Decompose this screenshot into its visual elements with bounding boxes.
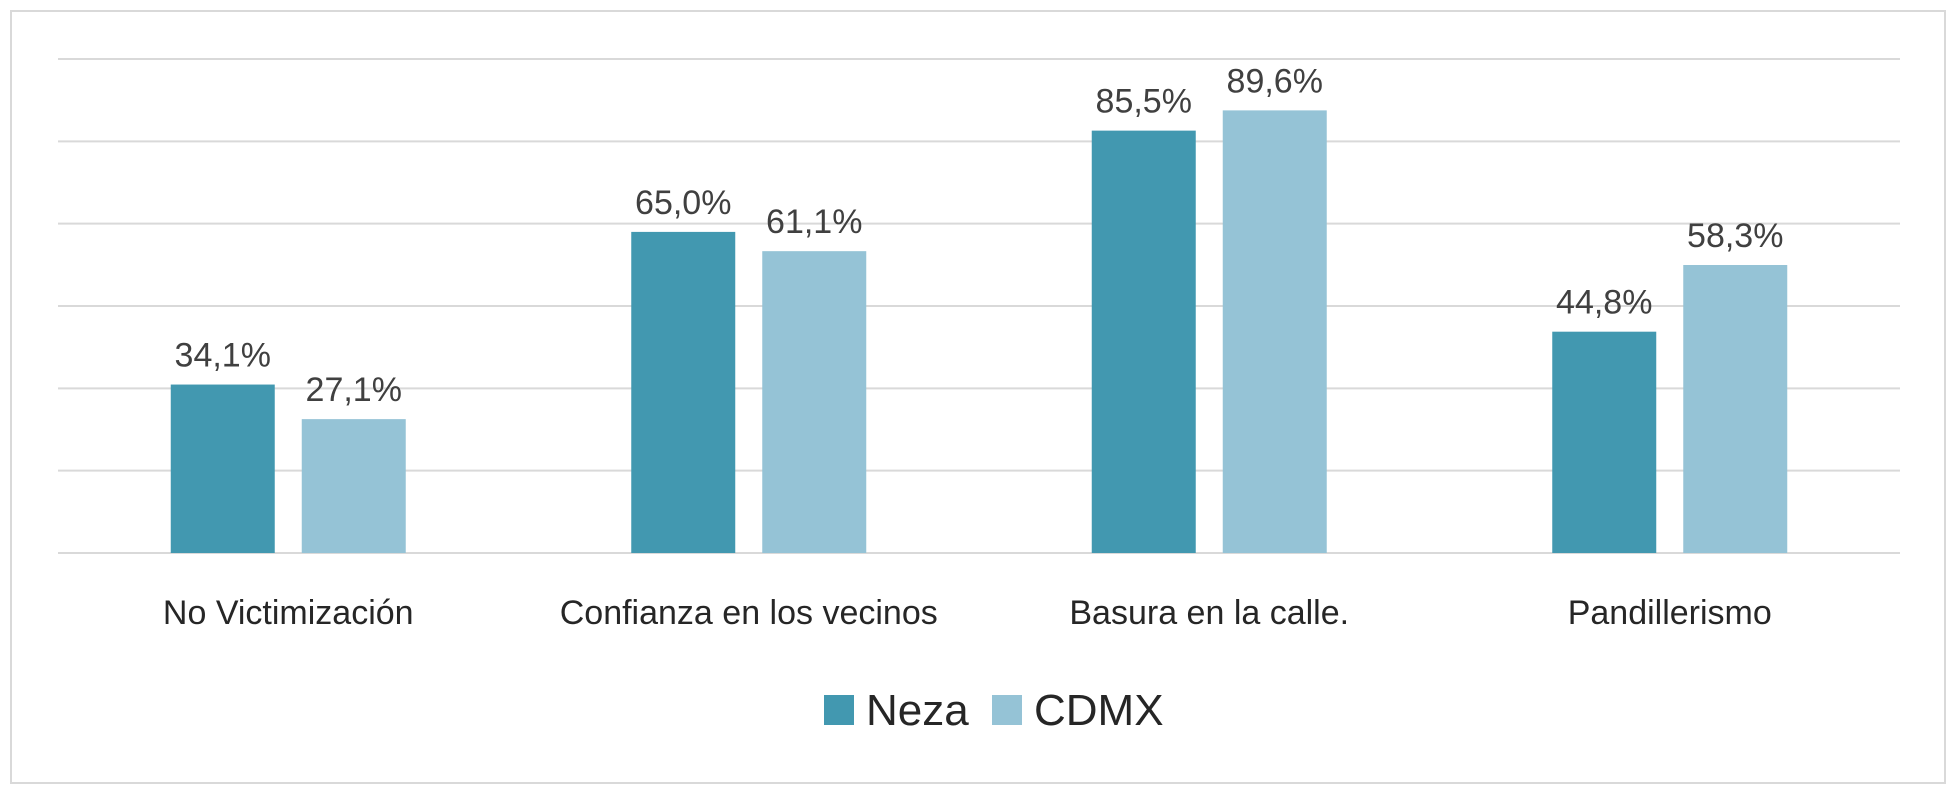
data-label-cdmx-1: 61,1% [766, 203, 862, 241]
data-label-cdmx-3: 58,3% [1687, 217, 1783, 255]
bar-cdmx-3 [1683, 264, 1788, 553]
category-label-0: No Victimización [163, 594, 414, 632]
data-label-cdmx-0: 27,1% [306, 371, 402, 409]
category-label-1: Confianza en los vecinos [560, 594, 938, 632]
legend-label-cdmx: CDMX [1034, 686, 1164, 735]
category-labels: No Victimización Confianza en los vecinos… [163, 594, 1772, 632]
legend-swatch-neza [824, 695, 854, 725]
data-label-neza-3: 44,8% [1556, 284, 1652, 322]
bars [170, 110, 1788, 553]
bar-cdmx-1 [762, 251, 867, 553]
data-label-neza-2: 85,5% [1096, 83, 1192, 121]
bar-neza-0 [170, 384, 275, 553]
category-label-2: Basura en la calle. [1069, 594, 1349, 632]
data-label-neza-1: 65,0% [635, 184, 731, 222]
data-label-cdmx-2: 89,6% [1227, 62, 1323, 100]
bar-neza-2 [1091, 130, 1196, 553]
legend: Neza CDMX [824, 686, 1164, 735]
category-label-3: Pandillerismo [1568, 594, 1772, 632]
legend-swatch-cdmx [992, 695, 1022, 725]
bar-cdmx-0 [301, 419, 406, 553]
bar-neza-1 [631, 231, 736, 553]
value-labels: 34,1% 27,1% 65,0% 61,1% 85,5% 89,6% 44,8% 58,3% [175, 62, 1784, 409]
data-label-neza-0: 34,1% [175, 337, 271, 375]
legend-label-neza: Neza [866, 686, 969, 735]
bar-cdmx-2 [1222, 110, 1327, 553]
bar-neza-3 [1552, 331, 1657, 553]
